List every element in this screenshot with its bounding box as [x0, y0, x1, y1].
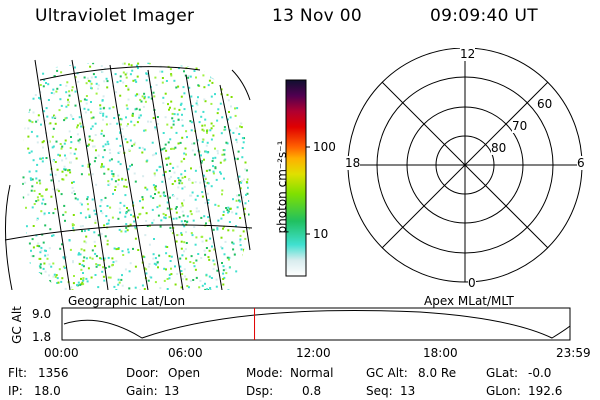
status-flt-value: 1356 [38, 366, 69, 380]
altitude-plot [61, 307, 571, 341]
mlt-label-0: 0 [468, 276, 476, 290]
status-ip-label: IP: [8, 384, 23, 398]
mlt-label-12: 12 [460, 47, 476, 61]
status-flt-label: Flt: [8, 366, 27, 380]
status-gcalt-label: GC Alt: [366, 366, 408, 380]
altitude-ytick-high: 9.0 [32, 307, 52, 321]
altitude-curve [63, 309, 571, 339]
status-mode-value: Normal [290, 366, 334, 380]
status-glon-value: 192.6 [528, 384, 563, 398]
lat-label-80: 80 [491, 141, 507, 155]
altitude-xtick-0000: 00:00 [44, 346, 79, 360]
lat-label-60: 60 [537, 97, 553, 111]
status-mode-label: Mode: [246, 366, 283, 380]
polar-grid-plot [347, 48, 583, 283]
geographic-image-panel [4, 59, 253, 290]
colorbar-tick-100: 100 [313, 140, 336, 154]
left-panel-caption: Geographic Lat/Lon [68, 294, 186, 308]
colorbar-unit-label: photon cm⁻²s⁻¹ [275, 140, 289, 234]
status-seq-label: Seq: [366, 384, 393, 398]
mlt-label-18: 18 [345, 156, 361, 170]
status-glat-label: GLat: [486, 366, 519, 380]
altitude-xtick-2359: 23:59 [556, 346, 591, 360]
status-dsp-value: 0.8 [302, 384, 322, 398]
status-gain-value: 13 [164, 384, 180, 398]
status-door-label: Door: [126, 366, 159, 380]
image-date: 13 Nov 00 [272, 6, 362, 26]
status-glon-label: GLon: [486, 384, 521, 398]
geographic-grid [4, 59, 253, 290]
aurora-emission-image [22, 61, 250, 290]
image-time: 09:09:40 UT [430, 6, 538, 26]
status-ip-value: 18.0 [34, 384, 61, 398]
mlt-label-6: 6 [577, 156, 585, 170]
lat-label-70: 70 [512, 119, 528, 133]
colorbar [285, 79, 310, 277]
status-gain-label: Gain: [126, 384, 158, 398]
altitude-plot-frame [61, 307, 571, 341]
status-glat-value: -0.0 [528, 366, 552, 380]
status-door-value: Open [168, 366, 201, 380]
colorbar-tick-10: 10 [313, 227, 329, 241]
status-dsp-label: Dsp: [246, 384, 274, 398]
status-gcalt-value: 8.0 Re [418, 366, 457, 380]
right-panel-caption: Apex MLat/MLT [424, 294, 514, 308]
altitude-xtick-0600: 06:00 [168, 346, 203, 360]
instrument-title: Ultraviolet Imager [35, 6, 195, 26]
altitude-ytick-low: 1.8 [32, 330, 52, 344]
altitude-xtick-1800: 18:00 [423, 346, 458, 360]
status-seq-value: 13 [400, 384, 416, 398]
altitude-xtick-1200: 12:00 [296, 346, 331, 360]
colorbar-gradient [285, 79, 307, 277]
altitude-ylabel: GC Alt [10, 306, 24, 344]
